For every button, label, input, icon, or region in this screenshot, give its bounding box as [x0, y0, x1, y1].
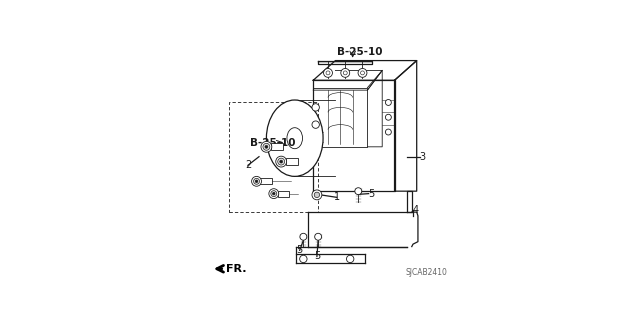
Circle shape	[300, 255, 307, 263]
Text: 5: 5	[368, 188, 374, 199]
Circle shape	[300, 233, 307, 240]
Ellipse shape	[266, 100, 323, 176]
Circle shape	[315, 233, 321, 240]
Circle shape	[276, 156, 287, 167]
Circle shape	[314, 192, 319, 197]
Text: 3: 3	[420, 152, 426, 162]
Circle shape	[346, 255, 354, 263]
Circle shape	[385, 100, 391, 105]
Circle shape	[385, 114, 391, 120]
Circle shape	[358, 68, 367, 77]
Circle shape	[252, 176, 262, 186]
Circle shape	[312, 104, 319, 111]
Circle shape	[324, 68, 332, 77]
Circle shape	[280, 160, 283, 163]
Text: B-25-10: B-25-10	[250, 138, 295, 148]
Circle shape	[265, 145, 268, 148]
Circle shape	[341, 68, 349, 77]
FancyBboxPatch shape	[278, 191, 289, 196]
FancyBboxPatch shape	[271, 143, 283, 150]
Circle shape	[271, 191, 276, 196]
Circle shape	[312, 121, 319, 128]
Circle shape	[273, 192, 275, 195]
Text: 5: 5	[296, 245, 303, 255]
Circle shape	[263, 143, 270, 150]
Text: B-25-10: B-25-10	[337, 47, 382, 57]
Text: FR.: FR.	[226, 264, 246, 274]
Text: 4: 4	[412, 205, 419, 215]
Circle shape	[253, 178, 259, 184]
Circle shape	[269, 189, 279, 198]
Text: SJCAB2410: SJCAB2410	[406, 268, 447, 277]
Text: 1: 1	[333, 192, 340, 202]
Circle shape	[255, 180, 258, 182]
FancyBboxPatch shape	[285, 158, 298, 165]
Circle shape	[261, 141, 272, 152]
Circle shape	[278, 158, 285, 165]
Text: 2: 2	[244, 160, 251, 170]
Circle shape	[385, 129, 391, 135]
Text: 5: 5	[314, 252, 320, 261]
FancyBboxPatch shape	[260, 178, 271, 184]
Circle shape	[312, 190, 322, 200]
Circle shape	[355, 188, 362, 195]
